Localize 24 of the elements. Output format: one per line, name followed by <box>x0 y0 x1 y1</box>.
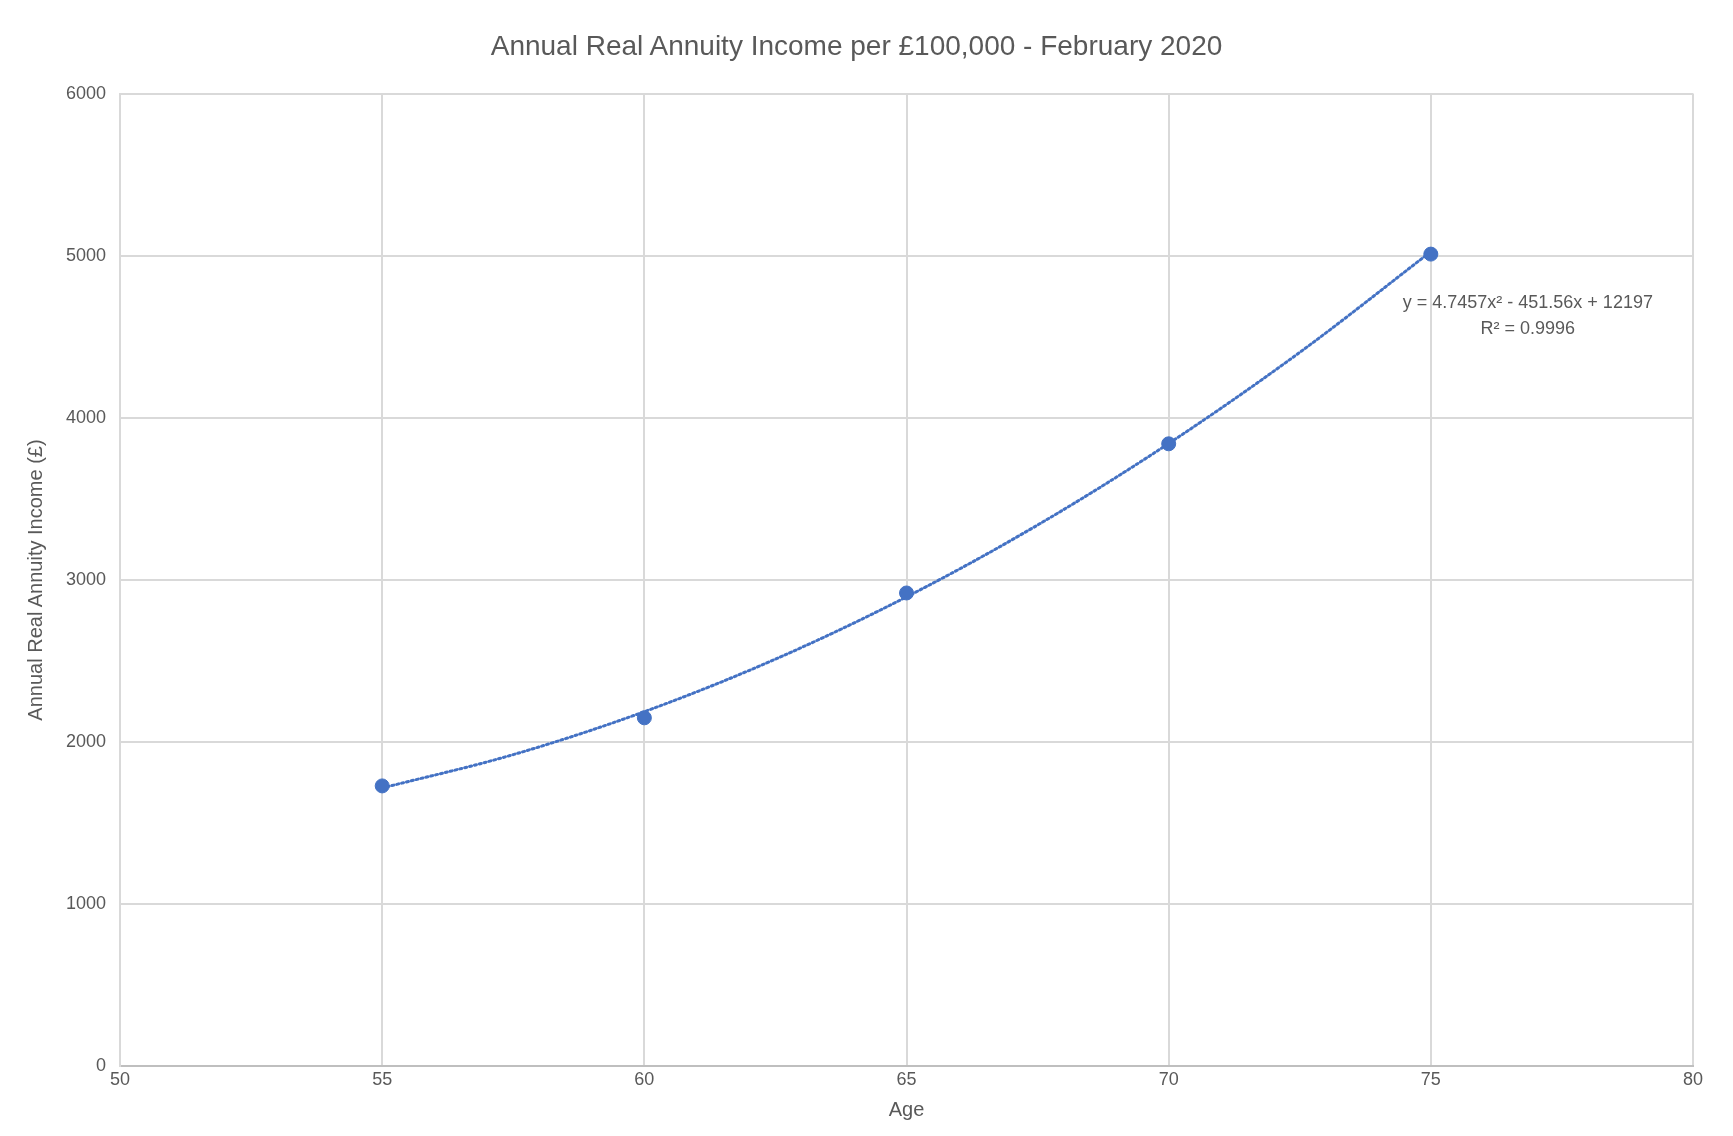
y-axis-title: Annual Real Annuity Income (£) <box>23 439 46 721</box>
y-tick-label: 3000 <box>66 568 107 589</box>
x-tick-label: 75 <box>1420 1069 1441 1090</box>
point <box>374 778 390 794</box>
annotation: R² = 0.9996 <box>1480 317 1576 338</box>
y-tick-label: 5000 <box>66 244 107 265</box>
y-tick-label: 0 <box>96 1055 107 1076</box>
x-axis-title: Age <box>888 1097 925 1120</box>
y-tick-label: 1000 <box>66 893 107 914</box>
point <box>899 585 915 601</box>
y-tick-label: 2000 <box>66 731 107 752</box>
point <box>1423 246 1439 262</box>
annotation: y = 4.7457x² - 451.56x + 12197 <box>1402 291 1653 312</box>
point <box>636 710 652 726</box>
chart-title: Annual Real Annuity Income per £100,000 - February 2020 <box>490 29 1223 61</box>
y-tick-label: 4000 <box>66 406 107 427</box>
x-tick-label: 50 <box>110 1069 131 1090</box>
y-tick-label: 6000 <box>66 82 107 103</box>
x-tick-label: 80 <box>1682 1069 1704 1090</box>
x-tick-label: 55 <box>372 1069 393 1090</box>
point <box>1161 436 1177 452</box>
x-tick-label: 60 <box>634 1069 655 1090</box>
x-tick-label: 70 <box>1158 1069 1179 1090</box>
x-tick-label: 65 <box>896 1069 917 1090</box>
